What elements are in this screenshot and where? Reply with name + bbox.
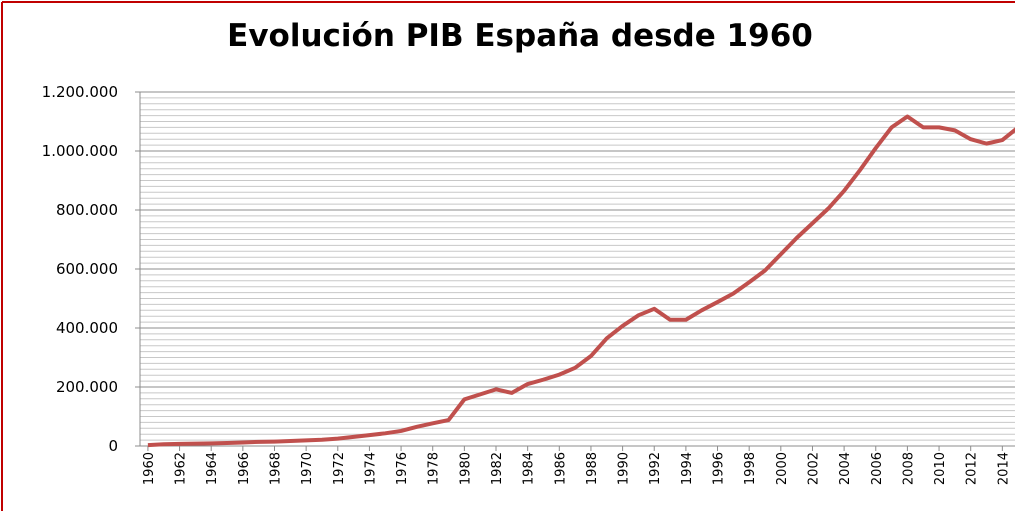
x-tick-label: 1972 [332,452,347,485]
y-tick-label: 200.000 [56,378,118,396]
x-tick-label: 1996 [712,452,727,485]
x-tick-label: 2000 [775,452,790,485]
chart-title: Evolución PIB España desde 1960 [227,18,813,54]
x-tick-label: 1980 [458,452,473,485]
y-tick-label: 1.000.000 [42,142,118,160]
x-tick-label: 2006 [870,452,885,485]
y-tick-label: 1.200.000 [42,83,118,101]
x-tick-label: 2014 [996,452,1011,485]
y-tick-label: 400.000 [56,319,118,337]
data-line [147,114,1015,448]
x-tick-label: 1990 [617,452,632,485]
x-tick-label: 1984 [522,452,537,485]
x-tick-label: 1986 [553,452,568,485]
x-tick-label: 1964 [205,452,220,485]
y-tick-label: 0 [108,437,118,455]
x-tick-label: 1982 [490,452,505,485]
plot-area: 0 200.000 400.000 600.000 800.000 1.000.000 1.… [42,83,1015,485]
x-tick-label: 1966 [237,452,252,485]
x-tick-label: 1976 [395,452,410,485]
x-tick-label: 1978 [427,452,442,485]
y-tick-label: 800.000 [56,201,118,219]
x-tick-label: 1988 [585,452,600,485]
x-tick-label: 1998 [743,452,758,485]
x-tick-label: 2012 [965,452,980,485]
x-tick-label: 1970 [300,452,315,485]
x-tick-label: 1974 [363,452,378,485]
x-tick-label: 2002 [806,452,821,485]
x-tick-label: 2008 [901,452,916,485]
x-tick-label: 1960 [142,452,157,485]
x-tick-label: 1962 [174,452,189,485]
x-tick-label: 1992 [648,452,663,485]
x-tick-label: 2004 [838,452,853,485]
x-tick-label: 1968 [268,452,283,485]
y-tick-label: 600.000 [56,260,118,278]
x-tick-label: 1994 [680,452,695,485]
x-tick-label: 2010 [933,452,948,485]
